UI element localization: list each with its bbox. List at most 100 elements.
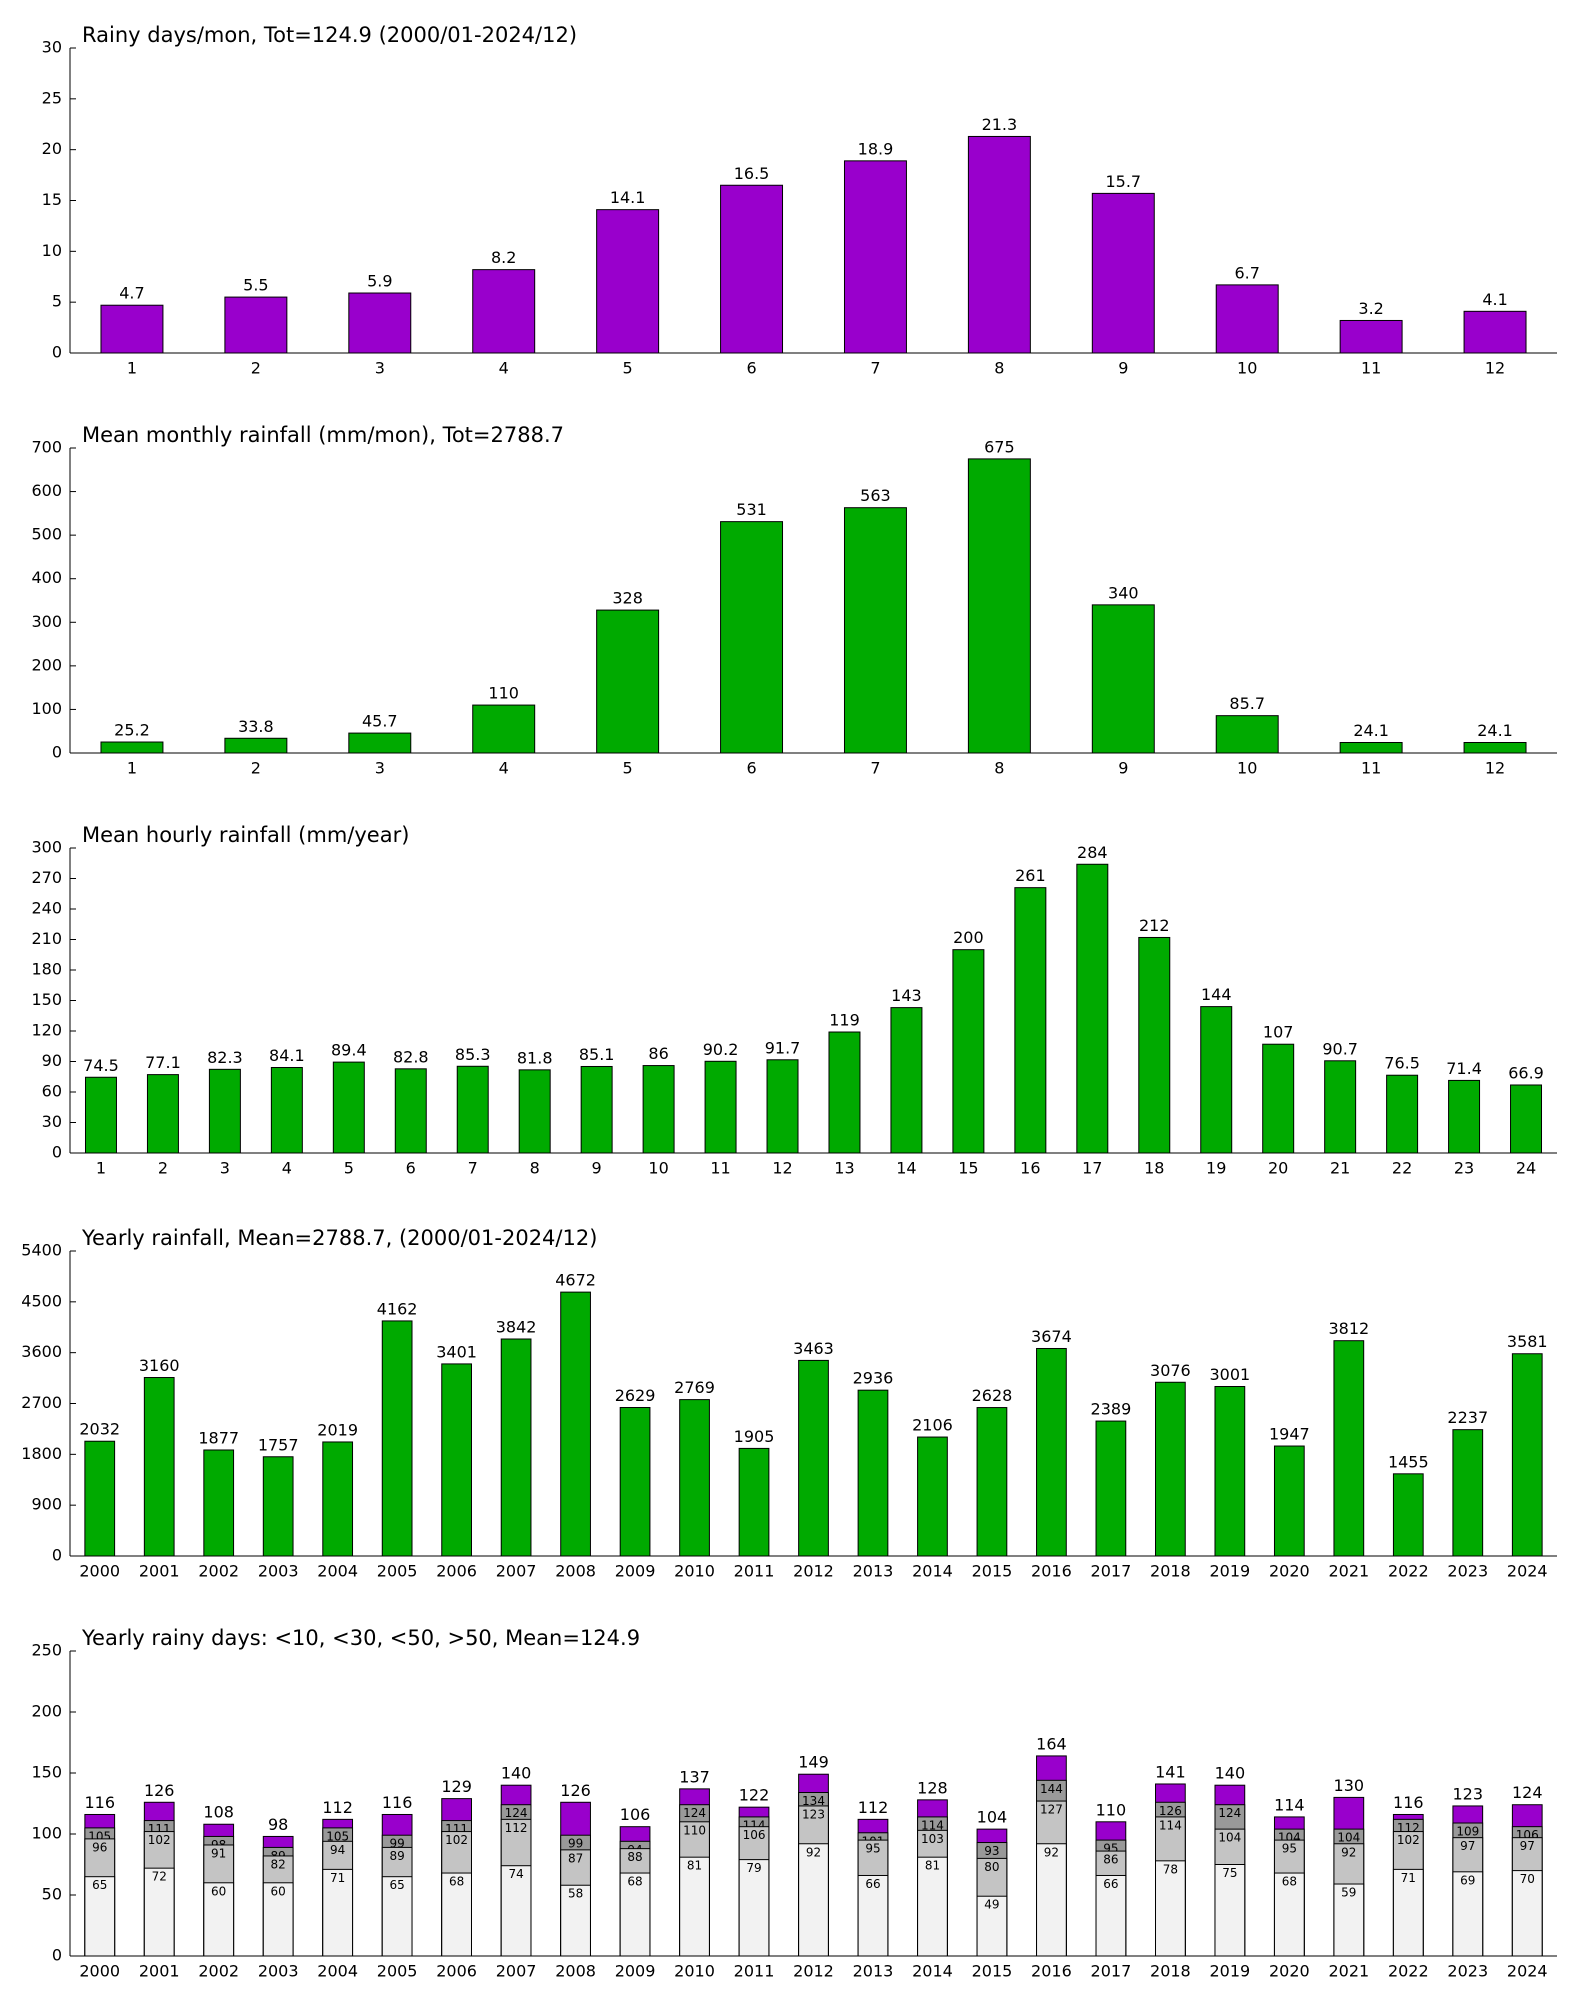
bar (441, 1363, 472, 1557)
x-tick-label: 2011 (734, 1962, 775, 1981)
bar (146, 1074, 179, 1154)
y-tick-label: 200 (31, 1702, 62, 1721)
bar (642, 1065, 675, 1154)
x-tick-label: 10 (1237, 359, 1257, 378)
x-tick-label: 2023 (1447, 1962, 1488, 1981)
bar (976, 1895, 1008, 1957)
value-label: 92 (806, 1845, 821, 1859)
value-label: 114 (1159, 1818, 1182, 1832)
value-label: 98 (268, 1815, 288, 1834)
x-tick-label: 2008 (555, 1562, 596, 1581)
bar (967, 135, 1031, 354)
x-tick-label: 2004 (317, 1962, 358, 1981)
value-label: 126 (144, 1781, 175, 1800)
value-label: 3076 (1150, 1361, 1191, 1380)
y-tick-label: 300 (31, 838, 62, 857)
value-label: 110 (1096, 1800, 1127, 1819)
value-label: 45.7 (362, 712, 398, 731)
value-label: 126 (1159, 1804, 1182, 1818)
value-label: 69 (1460, 1873, 1475, 1887)
value-label: 127 (1040, 1803, 1063, 1817)
y-tick-label: 5400 (21, 1241, 62, 1260)
value-label: 130 (1334, 1776, 1365, 1795)
value-label: 59 (1341, 1886, 1356, 1900)
y-tick-label: 100 (31, 699, 62, 718)
bar (596, 609, 660, 754)
x-tick-label: 10 (648, 1159, 668, 1178)
bar (976, 1407, 1008, 1557)
bar (1215, 715, 1279, 754)
x-tick-label: 3 (375, 359, 385, 378)
value-label: 200 (953, 928, 984, 947)
x-tick-label: 2019 (1210, 1962, 1251, 1981)
value-label: 116 (1393, 1793, 1424, 1812)
value-label: 66.9 (1508, 1063, 1544, 1082)
x-tick-label: 3 (375, 759, 385, 778)
value-label: 87 (568, 1851, 583, 1865)
value-label: 1757 (258, 1435, 299, 1454)
value-label: 106 (743, 1828, 766, 1842)
y-tick-label: 3600 (21, 1342, 62, 1361)
x-tick-label: 2016 (1031, 1962, 1072, 1981)
x-tick-label: 18 (1144, 1159, 1164, 1178)
value-label: 4162 (377, 1299, 418, 1318)
value-label: 85.3 (455, 1045, 491, 1064)
value-label: 112 (858, 1798, 889, 1817)
x-tick-label: 2018 (1150, 1962, 1191, 1981)
bar (1511, 1353, 1543, 1557)
x-tick-label: 2022 (1388, 1562, 1429, 1581)
x-tick-label: 2011 (734, 1562, 775, 1581)
bar (1095, 1874, 1127, 1957)
value-label: 92 (1341, 1845, 1356, 1859)
bar (262, 1456, 294, 1557)
y-tick-label: 150 (31, 1763, 62, 1782)
value-label: 103 (921, 1832, 944, 1846)
bar (560, 1291, 591, 1557)
x-tick-label: 2 (251, 759, 261, 778)
value-label: 71 (1401, 1871, 1416, 1885)
bar (500, 1338, 532, 1557)
bar (1452, 1429, 1484, 1557)
bar (1036, 1347, 1067, 1557)
x-tick-label: 1 (96, 1159, 106, 1178)
x-tick-label: 2019 (1210, 1562, 1251, 1581)
y-tick-label: 300 (31, 612, 62, 631)
value-label: 78 (1163, 1862, 1178, 1876)
value-label: 25.2 (114, 721, 150, 740)
value-label: 6.7 (1234, 263, 1259, 282)
value-label: 75 (1222, 1866, 1237, 1880)
x-tick-label: 2005 (377, 1562, 418, 1581)
y-tick-label: 4500 (21, 1291, 62, 1310)
x-tick-label: 1 (127, 359, 137, 378)
value-label: 2237 (1447, 1408, 1488, 1427)
bar (720, 521, 784, 754)
x-tick-label: 5 (344, 1159, 354, 1178)
bar (857, 1389, 889, 1557)
value-label: 3.2 (1358, 299, 1383, 318)
value-label: 66 (1103, 1877, 1118, 1891)
x-tick-label: 8 (994, 359, 1004, 378)
x-tick-label: 2007 (496, 1562, 537, 1581)
value-label: 15.7 (1105, 172, 1141, 191)
x-tick-label: 2013 (853, 1562, 894, 1581)
x-tick-label: 1 (127, 759, 137, 778)
value-label: 79 (746, 1861, 761, 1875)
y-tick-label: 15 (42, 190, 62, 209)
y-tick-label: 1800 (21, 1444, 62, 1463)
x-tick-label: 2014 (912, 1562, 953, 1581)
x-tick-label: 2004 (317, 1562, 358, 1581)
value-label: 124 (1218, 1806, 1241, 1820)
value-label: 104 (1218, 1831, 1241, 1845)
bar (1333, 1883, 1365, 1957)
bar (472, 269, 536, 354)
value-label: 140 (501, 1764, 532, 1783)
value-label: 88 (627, 1850, 642, 1864)
value-label: 144 (1040, 1782, 1063, 1796)
value-label: 137 (679, 1767, 710, 1786)
x-tick-label: 2003 (258, 1562, 299, 1581)
value-label: 86 (648, 1044, 668, 1063)
bar (679, 1856, 710, 1957)
value-label: 81.8 (517, 1048, 553, 1067)
x-tick-label: 2008 (555, 1962, 596, 1981)
